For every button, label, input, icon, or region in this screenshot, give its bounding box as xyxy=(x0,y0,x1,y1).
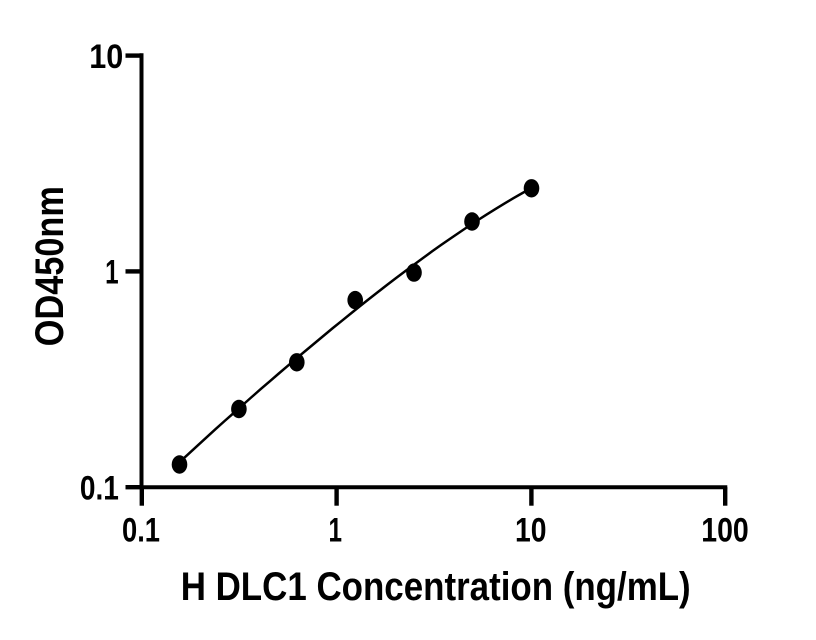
svg-text:1: 1 xyxy=(328,512,342,550)
svg-text:H DLC1 Concentration (ng/mL): H DLC1 Concentration (ng/mL) xyxy=(181,565,691,609)
svg-text:0.1: 0.1 xyxy=(122,512,160,550)
svg-text:0.1: 0.1 xyxy=(80,469,119,507)
svg-text:10: 10 xyxy=(89,38,123,76)
svg-text:10: 10 xyxy=(515,512,547,550)
svg-text:1: 1 xyxy=(105,253,119,291)
svg-text:100: 100 xyxy=(701,512,749,550)
svg-text:OD450nm: OD450nm xyxy=(28,186,72,346)
